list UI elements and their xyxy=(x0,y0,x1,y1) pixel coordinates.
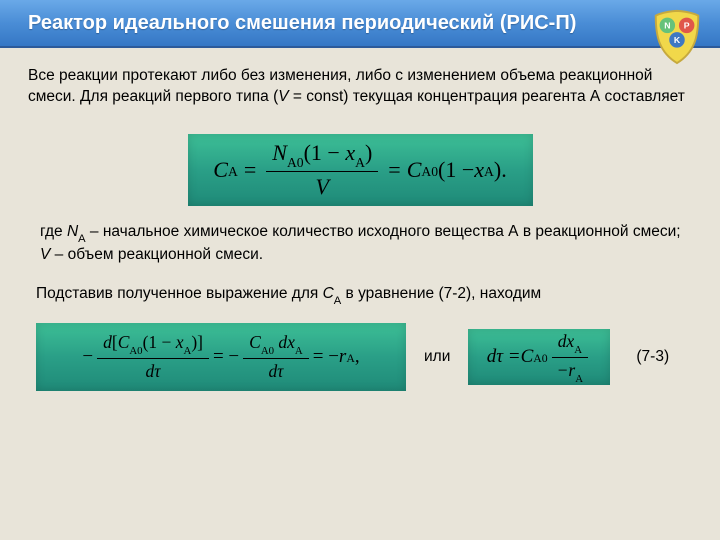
f1-rhs-x: x xyxy=(474,157,484,183)
formula-2: − d[CA0(1 − xA)] dτ = − CA0 dxA dτ = −rA… xyxy=(36,323,406,391)
f3-dx: dx xyxy=(558,331,575,351)
f2-eq1: = − xyxy=(213,346,239,368)
f2-c1: C xyxy=(118,332,130,352)
p3-a: Подставив полученное выражение для xyxy=(36,285,323,302)
f2-r: r xyxy=(339,346,346,368)
formula-3: dτ = CA0 dxA −rA xyxy=(468,329,610,385)
f1-num-sub: A0 xyxy=(287,155,304,170)
f2-dx: dx xyxy=(274,332,295,352)
f2-minus1: − xyxy=(82,346,93,368)
slide-title: Реактор идеального смешения периодически… xyxy=(28,12,576,35)
f1-rhs-parr: ). xyxy=(494,157,507,183)
f2-x1sub: A xyxy=(183,345,191,357)
f2-brr: ] xyxy=(197,332,203,352)
svg-text:N: N xyxy=(664,20,670,30)
paragraph-3: Подставив полученное выражение для CA в … xyxy=(0,266,720,307)
f3-dxsub: A xyxy=(574,344,582,356)
f1-den: V xyxy=(316,172,329,200)
logo: N P K xyxy=(648,8,706,66)
p3-sub: A xyxy=(334,295,341,307)
f2-dtau2: dτ xyxy=(268,359,283,382)
slide-header: Реактор идеального смешения периодически… xyxy=(0,0,720,48)
f2-rsub: A xyxy=(346,352,355,366)
p2-c: – объем реакционной смеси. xyxy=(50,246,263,263)
svg-text:P: P xyxy=(684,20,690,30)
f2-comma: , xyxy=(355,346,360,368)
formula-1: CA = NA0(1 − xA) V = CA0(1 − xA). xyxy=(188,134,533,206)
equation-row: − d[CA0(1 − xA)] dτ = − CA0 dxA dτ = −rA… xyxy=(36,323,720,391)
f2-parl: (1 − xyxy=(143,332,176,352)
f1-num-x: x xyxy=(345,140,355,165)
paragraph-2: где NA – начальное химическое количество… xyxy=(0,206,720,266)
f2-dtau1: dτ xyxy=(146,359,161,382)
f1-rhs-c: C xyxy=(407,157,422,183)
f3-csub: A0 xyxy=(533,352,547,366)
f1-num-parr: ) xyxy=(365,140,372,165)
f1-num-N: N xyxy=(272,140,287,165)
f3-dtau: dτ = xyxy=(487,346,521,368)
p2-var1: N xyxy=(67,223,78,240)
f3-rsub: A xyxy=(575,373,583,385)
f2-c2sub: A0 xyxy=(261,345,274,357)
or-text: или xyxy=(424,348,450,366)
f1-num-xsub: A xyxy=(355,155,365,170)
f2-c1sub: A0 xyxy=(129,345,142,357)
f1-rhs-parl: (1 − xyxy=(438,157,474,183)
paragraph-1: Все реакции протекают либо без изменения… xyxy=(0,48,720,118)
p3-b: в уравнение (7-2), находим xyxy=(341,285,541,302)
svg-text:K: K xyxy=(674,35,681,45)
f2-dxsub: A xyxy=(295,345,303,357)
f1-rhs-csub: A0 xyxy=(421,164,438,180)
equation-number: (7-3) xyxy=(636,348,669,366)
f3-mr: −r xyxy=(557,360,576,380)
f1-lhs: C xyxy=(213,157,228,183)
f1-lhs-sub: A xyxy=(228,164,238,180)
f2-eq2: = − xyxy=(313,346,339,368)
f1-rhs-xsub: A xyxy=(484,164,494,180)
p1-text-b: = const) текущая концентрация реагента А… xyxy=(289,88,685,105)
p2-sub1: A xyxy=(78,233,85,245)
p2-var2: V xyxy=(40,246,50,263)
p2-b: – начальное химическое количество исходн… xyxy=(86,223,681,240)
f1-num-parl: (1 − xyxy=(304,140,346,165)
p2-a: где xyxy=(40,223,67,240)
f2-c2: C xyxy=(249,332,261,352)
p1-var: V xyxy=(278,88,288,105)
f3-c: C xyxy=(521,346,534,368)
p3-var: C xyxy=(323,285,334,302)
f2-d1: d xyxy=(103,332,112,352)
